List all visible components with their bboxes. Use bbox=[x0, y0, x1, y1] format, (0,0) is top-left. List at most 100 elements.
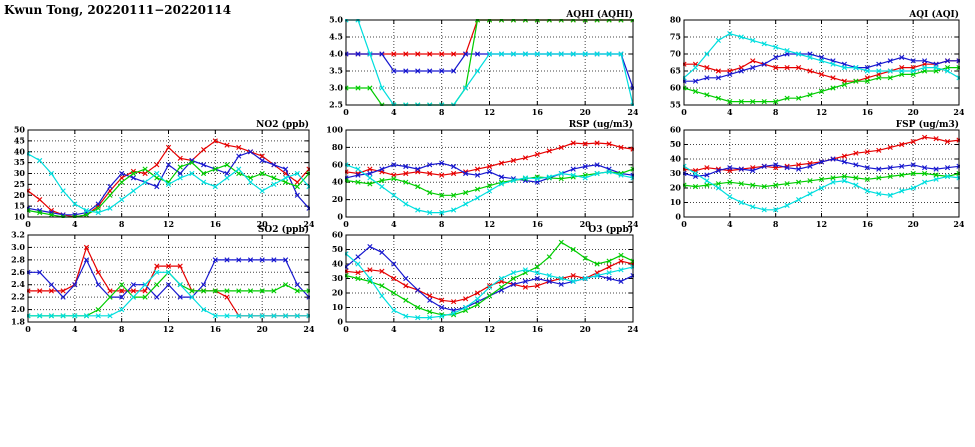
y-tick-label: 40 bbox=[670, 154, 682, 164]
y-tick-label: 4.5 bbox=[329, 32, 343, 42]
y-tick-label: 40 bbox=[14, 146, 26, 156]
y-tick-label: 20 bbox=[332, 288, 344, 298]
chart-title: AQHI (AQHI) bbox=[565, 9, 633, 20]
x-tick-label: 24 bbox=[627, 219, 638, 229]
y-tick-label: 35 bbox=[14, 157, 25, 167]
y-tick-label: 70 bbox=[670, 49, 682, 59]
x-tick-label: 24 bbox=[953, 107, 964, 117]
x-tick-label: 20 bbox=[580, 324, 592, 334]
x-tick-label: 0 bbox=[25, 219, 31, 229]
chart-title: NO2 (ppb) bbox=[256, 119, 309, 130]
x-tick-label: 16 bbox=[532, 107, 544, 117]
x-tick-label: 16 bbox=[210, 324, 222, 334]
plot-frame bbox=[345, 234, 634, 323]
x-tick-label: 12 bbox=[816, 107, 827, 117]
x-tick-label: 8 bbox=[119, 219, 125, 229]
chart-rsp: 0 20 40 60 80 100 0 4 8 12 16 20 24 RSP (ug/m3) bbox=[320, 118, 639, 230]
y-tick-label: 45 bbox=[14, 135, 25, 145]
x-tick-label: 4 bbox=[727, 219, 733, 229]
y-tick-label: 100 bbox=[326, 125, 343, 135]
x-tick-label: 20 bbox=[580, 107, 592, 117]
y-tick-label: 20 bbox=[332, 194, 344, 204]
plot-frame bbox=[345, 19, 634, 106]
aqi-chart-svg: 55 60 65 70 75 80 0 4 8 12 16 20 24 AQI (AQI) bbox=[670, 9, 965, 117]
series-blue bbox=[683, 156, 960, 179]
x-tick-label: 16 bbox=[862, 219, 874, 229]
series-markers-blue bbox=[27, 257, 310, 300]
series-line-red bbox=[28, 245, 309, 317]
y-tick-label: 2.8 bbox=[11, 254, 25, 264]
series-markers-red bbox=[683, 134, 960, 174]
y-tick-label: 30 bbox=[14, 168, 26, 178]
x-tick-label: 0 bbox=[681, 219, 687, 229]
chart-aqi: 55 60 65 70 75 80 0 4 8 12 16 20 24 AQI (AQI) bbox=[658, 8, 965, 118]
y-tick-label: 3.0 bbox=[11, 242, 25, 252]
x-tick-label: 20 bbox=[908, 219, 920, 229]
x-tick-label: 4 bbox=[391, 107, 397, 117]
plot-frame bbox=[345, 129, 634, 218]
y-tick-label: 65 bbox=[670, 66, 681, 76]
series-green bbox=[683, 170, 960, 190]
y-tick-label: 25 bbox=[14, 179, 25, 189]
y-tick-label: 10 bbox=[332, 302, 344, 312]
series-cyan bbox=[27, 151, 310, 216]
x-tick-label: 8 bbox=[439, 324, 445, 334]
x-tick-label: 24 bbox=[953, 219, 964, 229]
y-tick-label: 50 bbox=[670, 139, 682, 149]
x-tick-label: 8 bbox=[773, 107, 779, 117]
y-tick-label: 80 bbox=[332, 142, 344, 152]
x-tick-label: 4 bbox=[72, 324, 78, 334]
plot-frame bbox=[683, 129, 960, 218]
y-tick-label: 20 bbox=[14, 190, 26, 200]
series-markers-blue bbox=[27, 149, 310, 218]
y-tick-label: 50 bbox=[14, 125, 26, 135]
x-tick-label: 12 bbox=[484, 219, 495, 229]
y-tick-label: 5.0 bbox=[329, 15, 343, 25]
plot-frame bbox=[683, 19, 960, 106]
series-cyan bbox=[683, 163, 960, 213]
plot-frame bbox=[27, 234, 310, 323]
x-tick-label: 20 bbox=[908, 107, 920, 117]
x-tick-label: 8 bbox=[773, 219, 779, 229]
y-tick-label: 10 bbox=[14, 212, 26, 222]
page-title: Kwun Tong, 20220111−20220114 bbox=[4, 3, 232, 17]
y-tick-label: 40 bbox=[332, 177, 344, 187]
x-tick-label: 12 bbox=[484, 107, 495, 117]
series-line-green bbox=[683, 66, 959, 103]
x-tick-label: 16 bbox=[532, 324, 544, 334]
chart-so2: 1.8 2.0 2.2 2.4 2.6 2.8 3.0 3.2 0 4 8 12 16 20 24 SO2 (… bbox=[2, 223, 315, 335]
y-tick-label: 3.2 bbox=[11, 230, 25, 240]
chart-title: SO2 (ppb) bbox=[258, 224, 309, 235]
chart-title: O3 (ppb) bbox=[588, 224, 633, 235]
series-blue bbox=[27, 257, 310, 300]
chart-title: FSP (ug/m3) bbox=[896, 119, 959, 130]
x-tick-label: 0 bbox=[681, 107, 687, 117]
x-tick-label: 24 bbox=[627, 107, 638, 117]
y-tick-label: 15 bbox=[14, 201, 25, 211]
y-tick-label: 30 bbox=[670, 168, 682, 178]
y-tick-label: 2.2 bbox=[11, 292, 25, 302]
x-tick-label: 16 bbox=[210, 219, 222, 229]
x-tick-label: 0 bbox=[343, 219, 349, 229]
x-tick-label: 0 bbox=[343, 107, 349, 117]
y-tick-label: 40 bbox=[332, 259, 344, 269]
x-tick-label: 12 bbox=[484, 324, 495, 334]
y-tick-label: 0 bbox=[337, 212, 343, 222]
chart-no2: 10 15 20 25 30 35 40 45 50 0 4 8 12 16 20 24 NO2 (ppb) bbox=[2, 118, 315, 230]
x-tick-label: 12 bbox=[163, 219, 174, 229]
x-tick-label: 12 bbox=[816, 219, 827, 229]
x-tick-label: 24 bbox=[303, 324, 314, 334]
y-tick-label: 2.4 bbox=[11, 279, 25, 289]
y-tick-label: 4.0 bbox=[329, 49, 343, 59]
so2-chart-svg: 1.8 2.0 2.2 2.4 2.6 2.8 3.0 3.2 0 4 8 12 16 20 24 SO2 (… bbox=[11, 224, 315, 334]
y-tick-label: 75 bbox=[670, 32, 681, 42]
y-tick-label: 55 bbox=[670, 100, 681, 110]
chart-fsp: 0 10 20 30 40 50 60 0 4 8 12 16 20 24 FSP (ug/m3) bbox=[658, 118, 965, 230]
o3-chart-svg: 0 10 20 30 40 50 60 0 4 8 12 16 20 24 O3 (ppb) bbox=[332, 224, 639, 334]
series-green bbox=[345, 239, 634, 318]
series-markers-cyan bbox=[345, 162, 634, 216]
x-tick-label: 16 bbox=[862, 107, 874, 117]
x-tick-label: 4 bbox=[72, 219, 78, 229]
